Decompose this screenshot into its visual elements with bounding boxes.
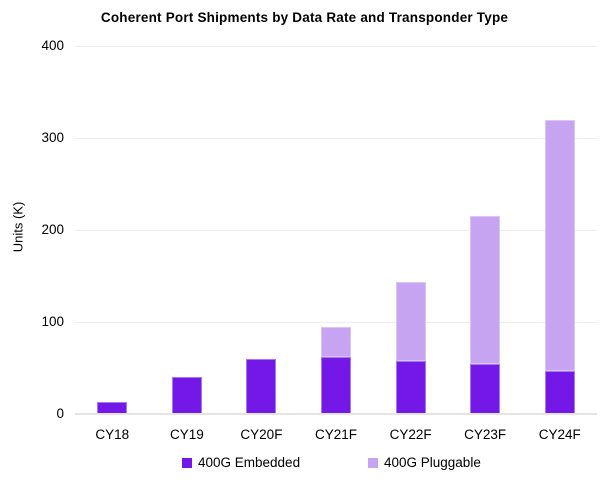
bar-segment-cy19-400g-embedded [171, 377, 202, 414]
bar-group-cy19 [150, 46, 225, 414]
legend-swatch-icon [182, 458, 192, 468]
gridline-100 [75, 321, 597, 323]
bars-row [75, 46, 597, 414]
bar-group-cy20f [224, 46, 299, 414]
x-tick-label-cy18: CY18 [95, 427, 130, 442]
x-tick-label-cy19: CY19 [169, 427, 204, 442]
bar-segment-cy22f-400g-pluggable [395, 282, 426, 361]
x-tick-label-cy24f: CY24F [538, 427, 581, 442]
bar-segment-cy22f-400g-embedded [395, 360, 426, 414]
bar-group-cy18 [75, 46, 150, 414]
legend: 400G Embedded 400G Pluggable [0, 455, 609, 471]
bar-segment-cy24f-400g-pluggable [544, 119, 575, 371]
x-tick-label-cy21f: CY21F [315, 427, 358, 442]
x-tick-label-cy23f: CY23F [464, 427, 507, 442]
gridline-300 [75, 137, 597, 139]
bar-segment-cy20f-400g-embedded [246, 358, 277, 414]
gridline-400 [75, 45, 597, 47]
bar-segment-cy23f-400g-embedded [470, 364, 501, 414]
y-tick-label-0: 0 [56, 406, 64, 421]
bar-segment-cy21f-400g-pluggable [321, 326, 352, 357]
x-axis-labels: CY18 CY19 CY20F CY21F CY22F CY23F CY24F [75, 427, 597, 443]
bar-group-cy21f [299, 46, 374, 414]
legend-item-400g-embedded: 400G Embedded [182, 455, 300, 471]
bar-group-cy24f [522, 46, 597, 414]
bar-segment-cy23f-400g-pluggable [470, 216, 501, 365]
y-tick-label-200: 200 [41, 222, 64, 237]
plot-area [75, 45, 597, 415]
x-axis-baseline [75, 413, 597, 415]
y-tick-label-400: 400 [41, 38, 64, 53]
x-tick-label-cy20f: CY20F [240, 427, 283, 442]
y-tick-label-300: 300 [41, 130, 64, 145]
bar-group-cy22f [373, 46, 448, 414]
legend-item-400g-pluggable: 400G Pluggable [368, 455, 481, 471]
x-tick-label-cy22f: CY22F [389, 427, 432, 442]
legend-label: 400G Embedded [198, 455, 301, 470]
chart-title: Coherent Port Shipments by Data Rate and… [100, 10, 509, 25]
legend-label: 400G Pluggable [384, 455, 481, 470]
gridline-200 [75, 229, 597, 231]
bar-segment-cy24f-400g-embedded [544, 370, 575, 414]
y-tick-label-100: 100 [41, 314, 64, 329]
bar-group-cy23f [448, 46, 523, 414]
legend-swatch-icon [368, 458, 378, 468]
bar-segment-cy21f-400g-embedded [321, 356, 352, 414]
